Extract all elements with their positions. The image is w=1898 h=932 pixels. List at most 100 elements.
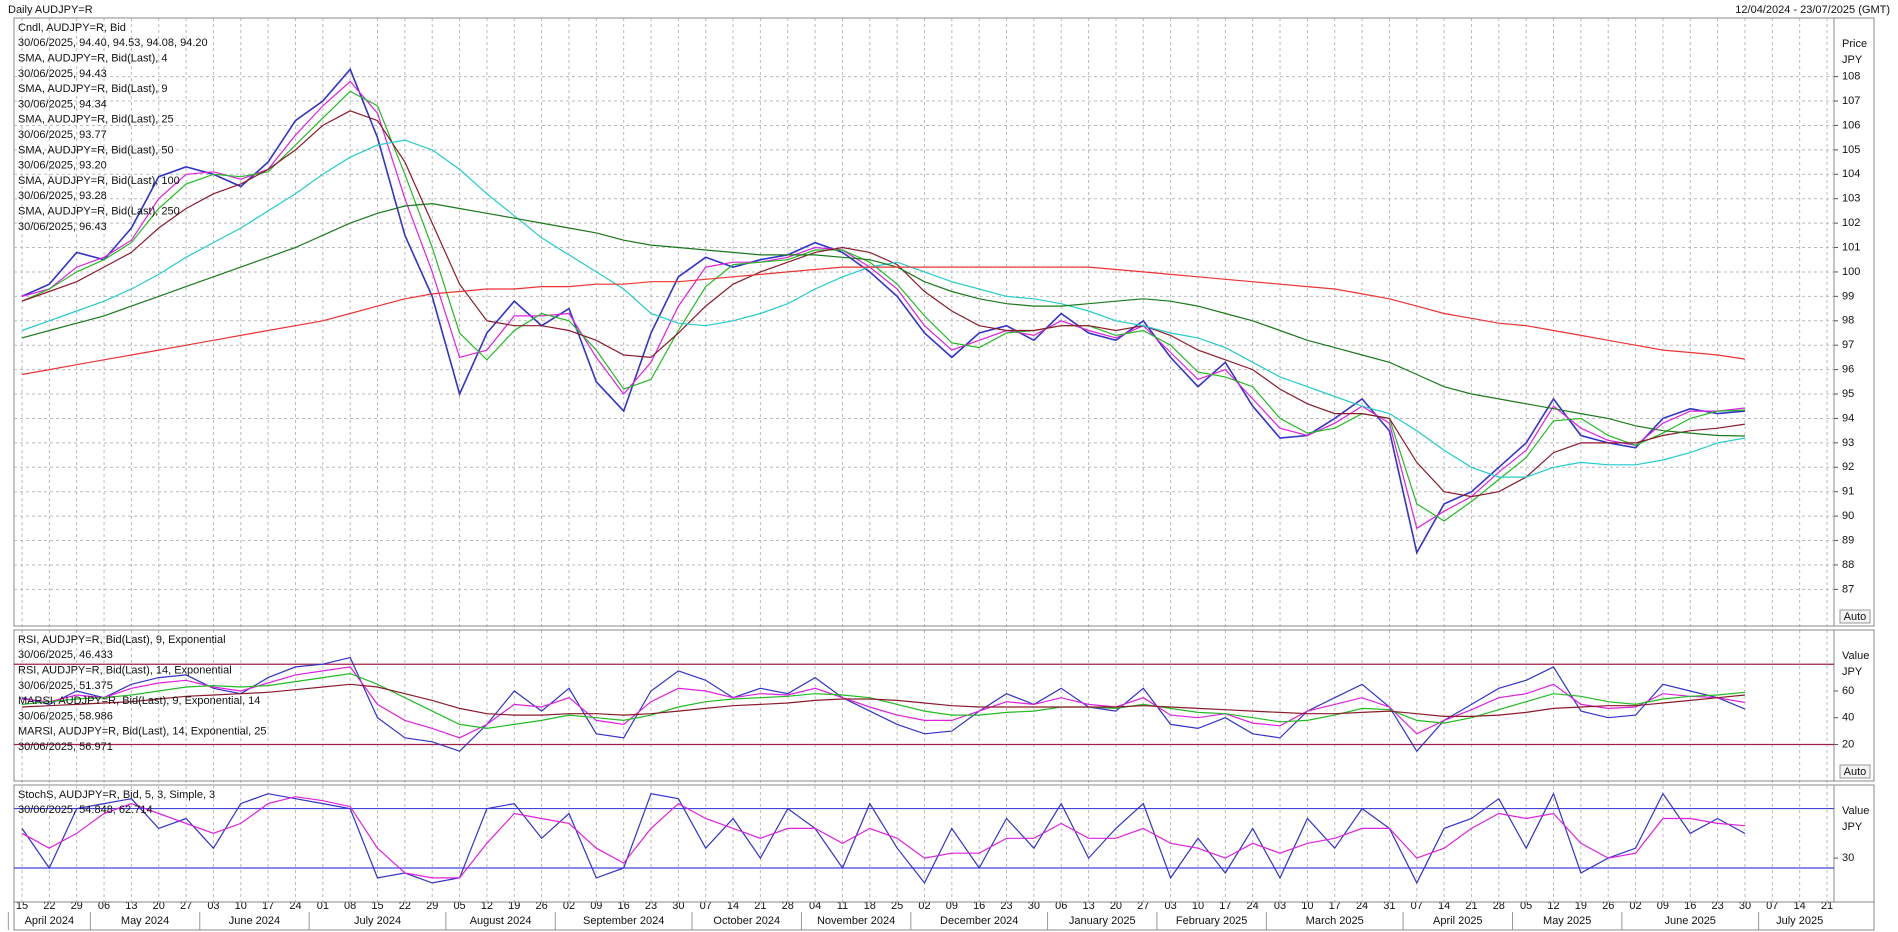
x-tick-label: 03 (1274, 900, 1286, 912)
legend-entry: Cndl, AUDJPY=R, Bid (18, 22, 126, 34)
legend-entry: SMA, AUDJPY=R, Bid(Last), 250 (18, 206, 180, 218)
series-line (21, 110, 1746, 498)
y-tick-label: 95 (1842, 388, 1854, 400)
x-tick-label: 19 (1575, 900, 1587, 912)
month-label: November 2024 (817, 915, 895, 927)
x-tick-label: 06 (98, 900, 110, 912)
x-tick-label: 24 (289, 900, 301, 912)
y-tick-label: 94 (1842, 412, 1854, 424)
axis-unit: JPY (1842, 54, 1863, 66)
series-line (21, 683, 1746, 717)
x-tick-label: 16 (1684, 900, 1696, 912)
x-tick-label: 26 (535, 900, 547, 912)
auto-button-label: Auto (1844, 766, 1867, 778)
series-line (21, 656, 1746, 753)
x-tick-label: 05 (453, 900, 465, 912)
x-tick-label: 22 (399, 900, 411, 912)
x-tick-label: 19 (508, 900, 520, 912)
panel-frame (13, 629, 1875, 782)
y-tick-label: 99 (1842, 290, 1854, 302)
y-tick-label: 102 (1842, 217, 1860, 229)
axis-title: Value (1842, 650, 1869, 662)
y-tick-label: 108 (1842, 71, 1860, 83)
x-tick-label: 02 (1629, 900, 1641, 912)
x-tick-label: 23 (1000, 900, 1012, 912)
series-line (21, 796, 1746, 879)
date-range: 12/04/2024 - 23/07/2025 (GMT) (1735, 4, 1890, 16)
x-tick-label: 14 (1794, 900, 1806, 912)
x-tick-label: 03 (1165, 900, 1177, 912)
legend-value: 30/06/2025, 51.375 (18, 680, 113, 692)
y-tick-label: 60 (1842, 685, 1854, 697)
x-tick-label: 29 (426, 900, 438, 912)
month-label: February 2025 (1176, 915, 1248, 927)
x-tick-label: 15 (371, 900, 383, 912)
x-tick-label: 28 (782, 900, 794, 912)
axis-unit: JPY (1842, 821, 1863, 833)
x-tick-label: 02 (563, 900, 575, 912)
legend-value: 30/06/2025, 54.848, 62.714 (18, 804, 153, 816)
legend-entry: SMA, AUDJPY=R, Bid(Last), 25 (18, 114, 174, 126)
month-label: May 2024 (121, 915, 169, 927)
legend-entry: StochS, AUDJPY=R, Bid, 5, 3, Simple, 3 (18, 789, 215, 801)
y-tick-label: 20 (1842, 738, 1854, 750)
x-tick-label: 29 (71, 900, 83, 912)
legend-entry: SMA, AUDJPY=R, Bid(Last), 9 (18, 83, 167, 95)
y-tick-label: 93 (1842, 437, 1854, 449)
x-tick-label: 30 (672, 900, 684, 912)
x-tick-label: 11 (837, 900, 848, 912)
x-tick-label: 21 (1821, 900, 1833, 912)
legend-value: 30/06/2025, 94.43 (18, 68, 107, 80)
y-tick-label: 91 (1842, 486, 1854, 498)
y-tick-label: 88 (1842, 559, 1854, 571)
legend-entry: SMA, AUDJPY=R, Bid(Last), 50 (18, 144, 174, 156)
x-tick-label: 30 (1028, 900, 1040, 912)
series-line (21, 90, 1746, 522)
x-tick-label: 13 (125, 900, 137, 912)
x-tick-label: 02 (918, 900, 930, 912)
x-tick-label: 13 (1082, 900, 1094, 912)
x-tick-label: 09 (1657, 900, 1669, 912)
y-tick-label: 103 (1842, 193, 1860, 205)
x-tick-label: 09 (590, 900, 602, 912)
y-tick-label: 98 (1842, 315, 1854, 327)
y-tick-label: 100 (1842, 266, 1860, 278)
legend-value: 30/06/2025, 94.34 (18, 98, 107, 110)
series-line (21, 792, 1746, 885)
x-tick-label: 31 (1383, 900, 1395, 912)
x-tick-label: 12 (1547, 900, 1559, 912)
legend-value: 30/06/2025, 46.433 (18, 649, 113, 661)
y-tick-label: 89 (1842, 534, 1854, 546)
x-tick-label: 23 (645, 900, 657, 912)
x-tick-label: 14 (727, 900, 739, 912)
series-line (21, 202, 1746, 437)
axis-unit: JPY (1842, 666, 1863, 678)
x-tick-label: 08 (344, 900, 356, 912)
auto-button (1839, 764, 1871, 779)
month-label: December 2024 (940, 915, 1018, 927)
legend-value: 30/06/2025, 94.40, 94.53, 94.08, 94.20 (18, 37, 208, 49)
x-tick-label: 16 (618, 900, 630, 912)
x-tick-label: 24 (1247, 900, 1259, 912)
y-tick-label: 30 (1842, 852, 1854, 864)
x-tick-label: 12 (481, 900, 493, 912)
x-tick-label: 18 (864, 900, 876, 912)
x-tick-label: 24 (1356, 900, 1368, 912)
month-label: April 2024 (25, 915, 75, 927)
x-tick-label: 17 (1329, 900, 1341, 912)
legend-value: 30/06/2025, 93.77 (18, 129, 107, 141)
legend-entry: RSI, AUDJPY=R, Bid(Last), 9, Exponential (18, 634, 226, 646)
x-tick-label: 27 (1137, 900, 1149, 912)
legend-entry: SMA, AUDJPY=R, Bid(Last), 100 (18, 175, 180, 187)
series-line (21, 266, 1746, 376)
x-tick-label: 10 (235, 900, 247, 912)
x-tick-label: 30 (1739, 900, 1751, 912)
x-tick-label: 27 (180, 900, 192, 912)
month-label: June 2024 (229, 915, 280, 927)
legend-value: 30/06/2025, 93.28 (18, 190, 107, 202)
x-tick-label: 15 (16, 900, 28, 912)
month-label: May 2025 (1543, 915, 1591, 927)
chart-title: Daily AUDJPY=R (8, 4, 93, 16)
legend-value: 30/06/2025, 58.986 (18, 710, 113, 722)
